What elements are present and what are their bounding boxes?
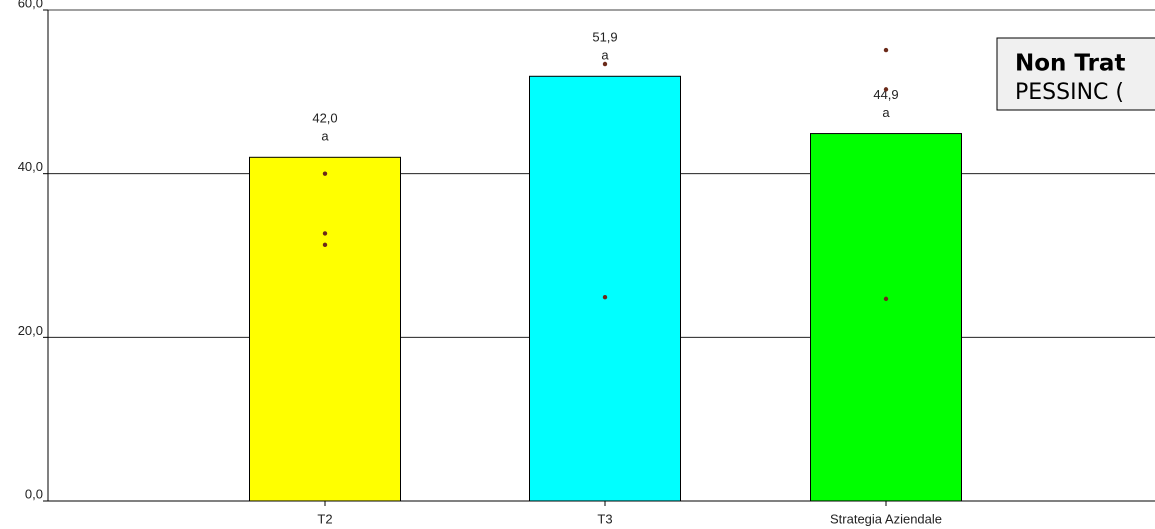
- y-tick-label: 20,0: [18, 323, 43, 338]
- bar: [529, 75, 681, 502]
- legend-title: Non Trat: [1015, 51, 1125, 77]
- y-tick-label: 40,0: [18, 159, 43, 174]
- value-label: 44,9: [873, 87, 898, 102]
- data-point: [883, 87, 889, 92]
- data-point: [322, 231, 328, 236]
- y-tick-label: 0,0: [25, 486, 43, 501]
- x-tick-label: T3: [597, 511, 612, 526]
- y-tick-label: 60,0: [18, 0, 43, 10]
- legend-subtitle: PESSINC (: [1015, 80, 1124, 105]
- bar: [810, 133, 962, 502]
- legend-box: [996, 37, 1155, 111]
- group-letter: a: [321, 129, 329, 144]
- data-point: [883, 47, 889, 53]
- data-point: [322, 242, 328, 248]
- data-point: [602, 295, 608, 300]
- data-point: [602, 61, 608, 67]
- group-letter: a: [601, 48, 609, 63]
- bar: [249, 156, 401, 502]
- value-label: 42,0: [312, 111, 337, 126]
- value-label: 51,9: [592, 30, 617, 45]
- x-tick-label: Strategia Aziendale: [830, 511, 942, 526]
- group-letter: a: [882, 105, 890, 120]
- x-tick-label: T2: [317, 511, 332, 526]
- data-point: [322, 171, 328, 176]
- data-point: [883, 296, 889, 302]
